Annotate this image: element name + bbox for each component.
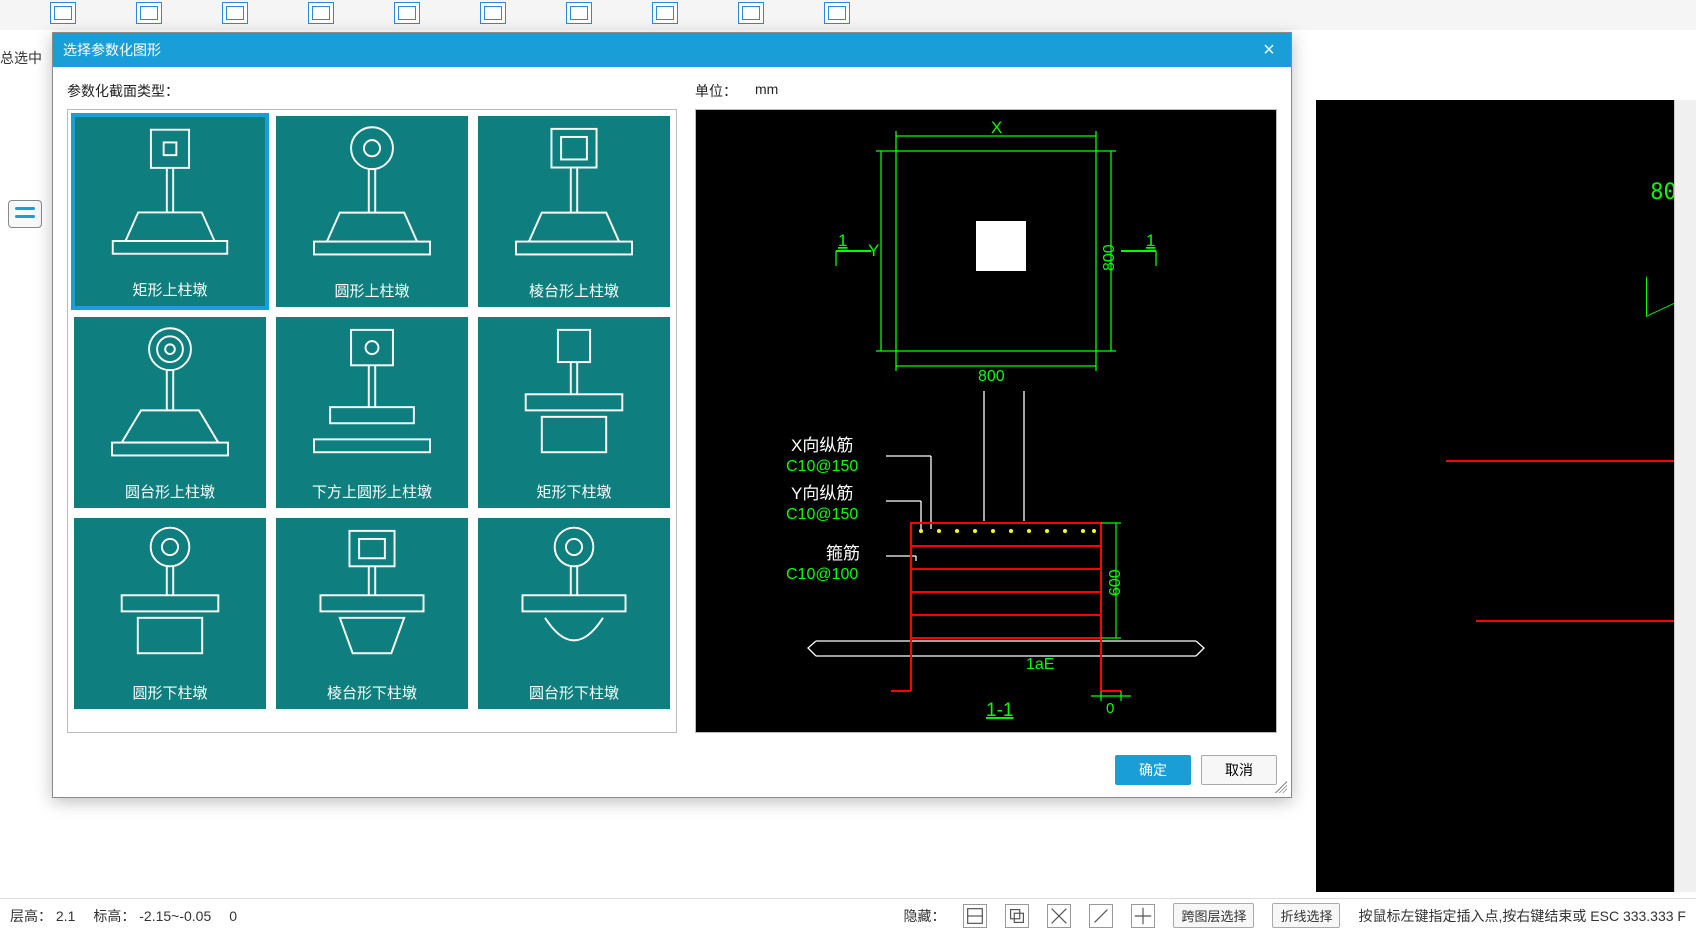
dialog-titlebar[interactable]: 选择参数化图形 × bbox=[53, 33, 1291, 67]
x-label: X bbox=[991, 118, 1002, 137]
dialog-title-text: 选择参数化图形 bbox=[63, 40, 161, 60]
rebar-x-label: X向纵筋 bbox=[791, 436, 853, 455]
toolbar-icon-row bbox=[50, 2, 850, 28]
shape-thumbnail bbox=[478, 116, 670, 277]
selection-summary-label: 总选中 bbox=[0, 48, 42, 68]
shape-thumbnail bbox=[74, 518, 266, 679]
shape-thumbnail bbox=[75, 117, 265, 276]
preview-svg: X Y 800 800 1 1 bbox=[696, 110, 1276, 732]
shape-thumbnail bbox=[478, 317, 670, 478]
cad-green-line bbox=[1646, 263, 1676, 317]
dim-bottom: 800 bbox=[978, 368, 1005, 385]
zero-dim: 0 bbox=[1106, 700, 1114, 717]
y-label: Y bbox=[868, 241, 879, 260]
toolbar-icon[interactable] bbox=[136, 2, 162, 24]
right-side-toolbar[interactable] bbox=[1674, 100, 1696, 892]
toolbar-icon[interactable] bbox=[480, 2, 506, 24]
shape-thumbnail bbox=[74, 317, 266, 478]
toolbar-icon[interactable] bbox=[738, 2, 764, 24]
shape-thumbnail bbox=[276, 317, 468, 478]
shape-card[interactable]: 棱台形下柱墩 bbox=[274, 516, 470, 711]
scissors-icon[interactable] bbox=[1047, 904, 1071, 928]
shape-grid: 矩形上柱墩圆形上柱墩棱台形上柱墩圆台形上柱墩下方上圆形上柱墩矩形下柱墩圆形下柱墩… bbox=[72, 114, 672, 711]
shape-card-label: 矩形下柱墩 bbox=[478, 478, 670, 508]
shape-picker-pane: 参数化截面类型： 矩形上柱墩圆形上柱墩棱台形上柱墩圆台形上柱墩下方上圆形上柱墩矩… bbox=[67, 81, 677, 733]
layer-height: 层高： 2.1 bbox=[10, 906, 75, 926]
toolbar-icon[interactable] bbox=[824, 2, 850, 24]
resize-grip-icon[interactable] bbox=[1275, 781, 1287, 793]
cancel-button[interactable]: 取消 bbox=[1201, 755, 1277, 785]
shape-grid-container[interactable]: 矩形上柱墩圆形上柱墩棱台形上柱墩圆台形上柱墩下方上圆形上柱墩矩形下柱墩圆形下柱墩… bbox=[67, 109, 677, 733]
shape-card-label: 矩形上柱墩 bbox=[75, 276, 265, 306]
status-hint: 按鼠标左键指定插入点,按右键结束或 ESC 333.333 F bbox=[1358, 906, 1686, 926]
section-mark-left: 1 bbox=[838, 231, 847, 250]
move-icon[interactable] bbox=[1131, 904, 1155, 928]
rebar-x-spec: C10@150 bbox=[786, 458, 858, 475]
shape-card[interactable]: 圆台形上柱墩 bbox=[72, 315, 268, 510]
shape-card[interactable]: 矩形上柱墩 bbox=[72, 114, 268, 309]
stirrup-spec: C10@100 bbox=[786, 566, 858, 583]
section-type-label: 参数化截面类型： bbox=[67, 81, 677, 101]
ok-button-label: 确定 bbox=[1139, 760, 1167, 780]
toolbar-icon[interactable] bbox=[394, 2, 420, 24]
cad-canvas-background[interactable]: 800 bbox=[1316, 100, 1696, 892]
shape-card[interactable]: 圆台形下柱墩 bbox=[476, 516, 672, 711]
toolbar-icon[interactable] bbox=[50, 2, 76, 24]
section-name: 1-1 bbox=[986, 700, 1013, 721]
shape-card[interactable]: 下方上圆形上柱墩 bbox=[274, 315, 470, 510]
unit-row: 单位： mm bbox=[695, 81, 1277, 101]
pencil-icon[interactable] bbox=[1089, 904, 1113, 928]
shape-card-label: 圆台形下柱墩 bbox=[478, 679, 670, 709]
section-height: 600 bbox=[1107, 569, 1124, 596]
shape-card-label: 下方上圆形上柱墩 bbox=[276, 478, 468, 508]
grid-snap-icon[interactable] bbox=[963, 904, 987, 928]
section-mark-right: 1 bbox=[1146, 231, 1155, 250]
shape-card-label: 圆形上柱墩 bbox=[276, 277, 468, 307]
status-bar: 层高： 2.1 标高： -2.15~-0.05 0 隐藏： 跨图层选择 折线选择… bbox=[0, 898, 1696, 932]
unit-value: mm bbox=[755, 81, 778, 101]
toolbar-icon[interactable] bbox=[652, 2, 678, 24]
close-icon[interactable]: × bbox=[1257, 39, 1281, 62]
shape-preview[interactable]: X Y 800 800 1 1 bbox=[695, 109, 1277, 733]
toolbar-icon[interactable] bbox=[308, 2, 334, 24]
shape-card-label: 圆形下柱墩 bbox=[74, 679, 266, 709]
cad-red-line bbox=[1446, 460, 1696, 462]
shape-thumbnail bbox=[478, 518, 670, 679]
shape-card-label: 圆台形上柱墩 bbox=[74, 478, 266, 508]
shape-card[interactable]: 棱台形上柱墩 bbox=[476, 114, 672, 309]
polyline-select-button[interactable]: 折线选择 bbox=[1272, 903, 1340, 928]
shape-card[interactable]: 圆形上柱墩 bbox=[274, 114, 470, 309]
dialog-footer: 确定 取消 bbox=[53, 747, 1291, 797]
dim-right: 800 bbox=[1101, 244, 1118, 271]
shape-card-label: 棱台形上柱墩 bbox=[478, 277, 670, 307]
toolbar-icon[interactable] bbox=[566, 2, 592, 24]
cross-layer-select-button[interactable]: 跨图层选择 bbox=[1173, 903, 1254, 928]
stirrup-label: 箍筋 bbox=[826, 544, 860, 563]
preview-pane: 单位： mm bbox=[695, 81, 1277, 733]
rebar-y-label: Y向纵筋 bbox=[791, 484, 853, 503]
cad-red-line bbox=[1476, 620, 1696, 622]
shape-thumbnail bbox=[276, 116, 468, 277]
toolbar-icon[interactable] bbox=[222, 2, 248, 24]
left-panel-toggle[interactable] bbox=[8, 200, 42, 228]
elevation: 标高： -2.15~-0.05 bbox=[93, 906, 211, 926]
ok-button[interactable]: 确定 bbox=[1115, 755, 1191, 785]
ribbon-toolbar bbox=[0, 0, 1696, 30]
layer-icon[interactable] bbox=[1005, 904, 1029, 928]
zero-readout: 0 bbox=[229, 908, 237, 924]
rebar-y-spec: C10@150 bbox=[786, 506, 858, 523]
dialog-body: 参数化截面类型： 矩形上柱墩圆形上柱墩棱台形上柱墩圆台形上柱墩下方上圆形上柱墩矩… bbox=[53, 67, 1291, 747]
hidden-label: 隐藏： bbox=[903, 906, 945, 926]
shape-thumbnail bbox=[276, 518, 468, 679]
unit-label: 单位： bbox=[695, 81, 737, 101]
shape-card[interactable]: 矩形下柱墩 bbox=[476, 315, 672, 510]
cancel-button-label: 取消 bbox=[1225, 760, 1253, 780]
shape-card-label: 棱台形下柱墩 bbox=[276, 679, 468, 709]
anchorage-label: 1aE bbox=[1026, 656, 1054, 673]
shape-card[interactable]: 圆形下柱墩 bbox=[72, 516, 268, 711]
parametric-shape-dialog: 选择参数化图形 × 参数化截面类型： 矩形上柱墩圆形上柱墩棱台形上柱墩圆台形上柱… bbox=[52, 32, 1292, 798]
